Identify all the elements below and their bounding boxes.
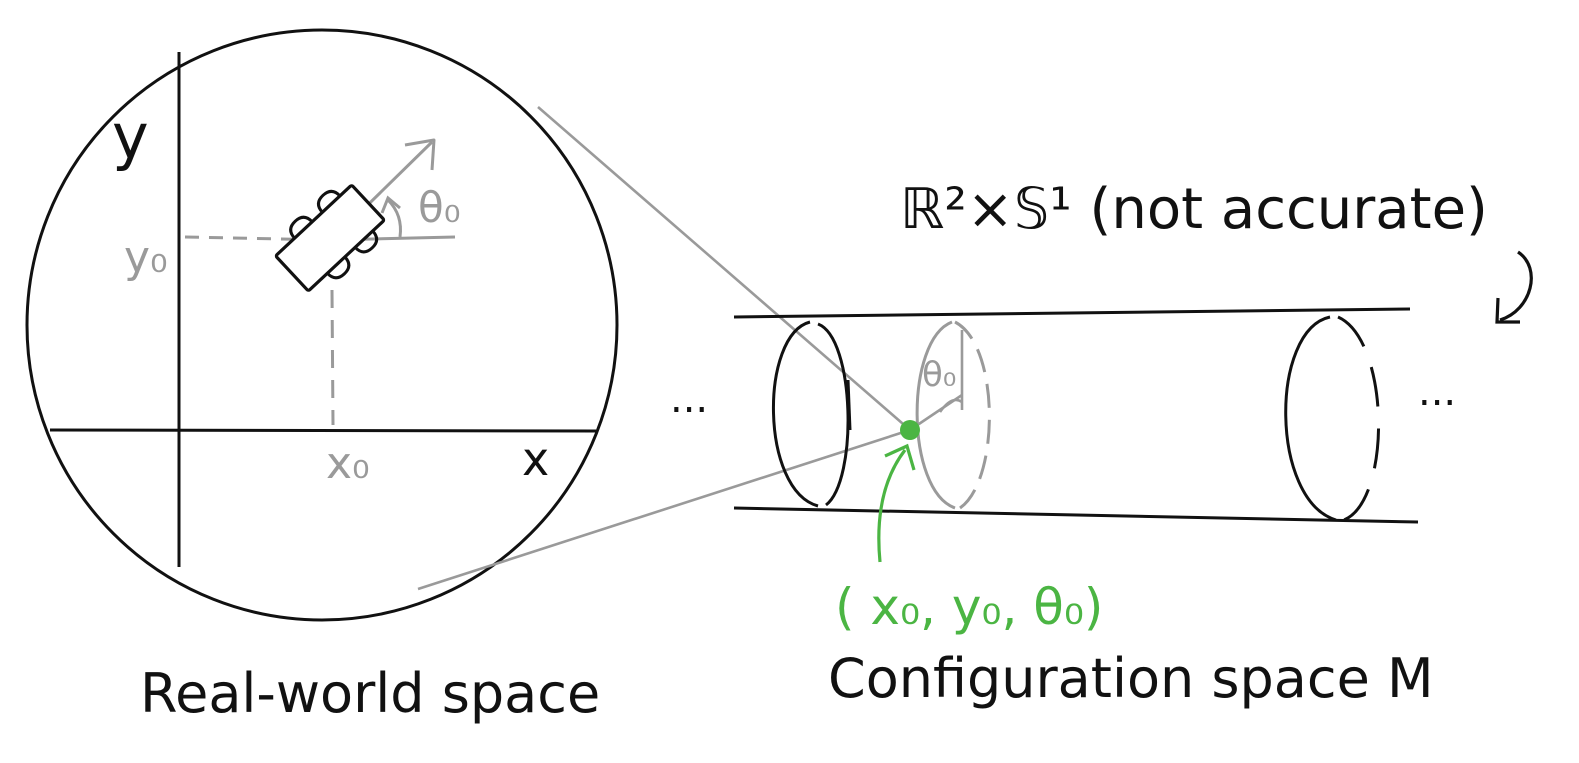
heading-arrow-head — [404, 138, 436, 171]
x0-guide — [330, 289, 335, 426]
x-axis — [49, 428, 597, 433]
theta-label: θ₀ — [418, 183, 461, 232]
real-world-space: y x y₀ x₀ θ₀ — [25, 28, 619, 622]
configuration-point — [900, 420, 920, 440]
projection-line-bottom — [417, 428, 911, 591]
magnifier-circle — [25, 28, 619, 622]
x0-label: x₀ — [326, 438, 370, 489]
cylinder-theta-label: θ₀ — [922, 355, 956, 395]
left-ellipsis: ... — [670, 376, 708, 422]
configuration-space: θ₀ ... ... ( x₀, y₀, θ₀) ℝ²×𝕊¹ (not accu… — [670, 177, 1533, 636]
cylinder-bottom-edge — [733, 506, 1419, 524]
cylinder-top-edge — [733, 307, 1411, 319]
manifold-curved-arrow — [1499, 250, 1533, 322]
point-pointer-arrow-head — [884, 443, 916, 471]
y0-label: y₀ — [124, 232, 168, 283]
real-world-caption: Real-world space — [140, 662, 600, 725]
right-cross-section-back — [1337, 315, 1381, 522]
middle-theta-arc — [938, 398, 963, 413]
configuration-space-caption: Configuration space M — [828, 647, 1434, 710]
theta-arc — [386, 198, 402, 238]
y-axis-label: y — [112, 100, 149, 173]
right-cross-section-front — [1284, 315, 1337, 522]
projection-line-top — [537, 106, 911, 431]
left-cross-section-back — [817, 322, 850, 507]
robot-car — [274, 184, 386, 292]
right-ellipsis: ... — [1418, 369, 1456, 415]
middle-cross-section-back — [954, 320, 991, 510]
theta-arc-head — [380, 195, 401, 214]
point-pointer-arrow — [877, 449, 907, 563]
left-cross-section-hidden — [846, 379, 852, 431]
manifold-label: ℝ²×𝕊¹ (not accurate) — [900, 177, 1488, 242]
point-coordinates-label: ( x₀, y₀, θ₀) — [835, 578, 1103, 636]
manifold-curved-arrow-head — [1495, 297, 1520, 324]
x-axis-label: x — [522, 432, 549, 486]
left-cross-section-front — [771, 320, 819, 508]
middle-cross-section-front — [915, 320, 956, 510]
